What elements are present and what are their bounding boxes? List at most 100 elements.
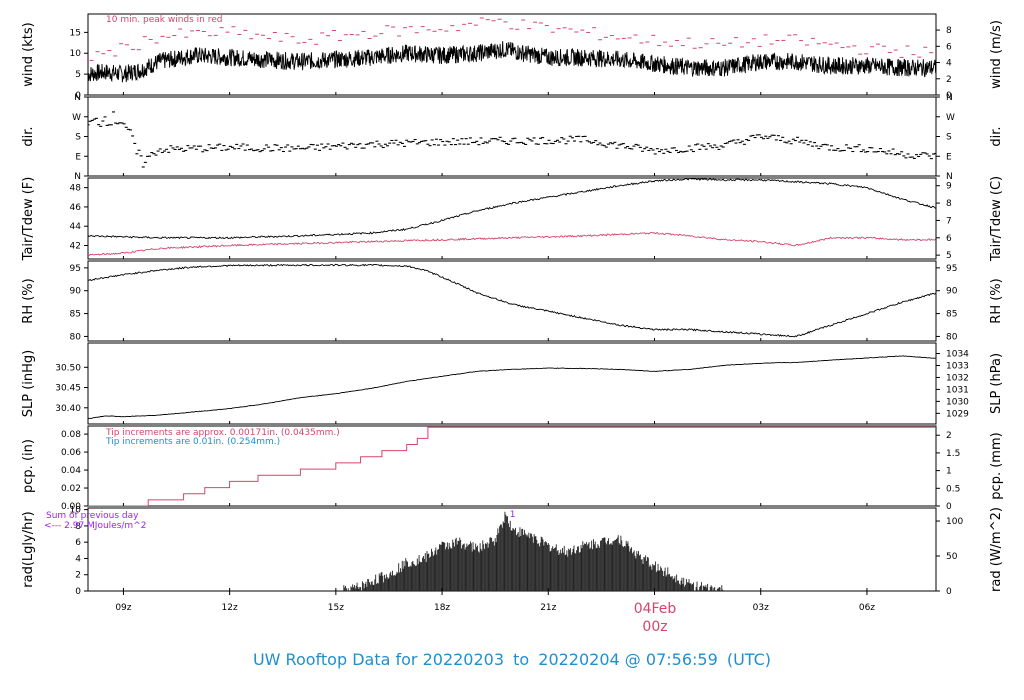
left-tick-label: 44: [70, 222, 82, 232]
left-tick-label: 80: [70, 332, 82, 342]
right-tick-label: 90: [946, 287, 958, 297]
plot-area-rh: [88, 263, 936, 338]
series-precip: [88, 426, 936, 506]
left-tick-label: 6: [75, 538, 81, 548]
right-axis-label: RH (%): [989, 278, 1004, 323]
x-tick-label: 21z: [540, 603, 556, 613]
footer-start: 20220203: [423, 650, 504, 669]
plot-area-rad: [343, 511, 726, 591]
left-tick-label: 42: [70, 242, 81, 252]
panel-frame-slp: [87, 342, 937, 425]
x-tick-label: 15z: [328, 603, 344, 613]
x-axis: 09z 12z 15z 18z 21z 03z 06z: [115, 92, 875, 613]
right-tick-label: 0: [946, 587, 952, 597]
right-tick-label: 1.5: [946, 449, 960, 459]
left-tick-label: 0.08: [61, 430, 81, 440]
plot-area-wind: [88, 17, 936, 83]
midnight-hour-label: 00z: [642, 619, 667, 635]
right-tick-label: 4: [946, 59, 952, 69]
footer-at: @ 07:56:59: [625, 650, 718, 669]
x-tick-label: 09z: [115, 603, 131, 613]
left-axis-label: rad(Lgly/hr): [21, 511, 36, 587]
right-axis-label: wind (m/s): [989, 20, 1004, 89]
right-tick-label: 1033: [946, 361, 969, 371]
left-tick-label: 30.45: [55, 384, 81, 394]
right-tick-label: 100: [946, 517, 963, 527]
left-tick-label: 95: [70, 264, 81, 274]
left-axis-label: wind (kts): [21, 22, 36, 86]
right-tick-label: N: [946, 172, 953, 182]
peak-wind-note: 10 min. peak winds in red: [106, 15, 223, 25]
left-tick-label: 4: [75, 554, 81, 564]
precip-note-red: Tip increments are approx. 0.00171in. (0…: [105, 428, 340, 438]
x-tick-label: 18z: [434, 603, 450, 613]
series-tdew: [88, 231, 936, 257]
left-tick-label: 48: [70, 184, 82, 194]
precip-note-blue: Tip increments are 0.01in. (0.254mm.): [105, 437, 280, 447]
left-tick-label: 30.50: [55, 363, 81, 373]
series-tair: [88, 178, 936, 240]
left-tick-label: 0.06: [61, 448, 81, 458]
left-tick-label: 90: [70, 287, 82, 297]
panel-wind: 0 5 10 15 0 2 4 6 8 wind (kts) wind (m/s) 10 min. p…: [21, 13, 1004, 101]
left-tick-label: 0.00: [61, 502, 81, 512]
right-tick-label: N: [946, 93, 953, 103]
right-tick-label: S: [946, 133, 952, 143]
footer-to: to: [513, 650, 529, 669]
left-tick-label: 0.02: [61, 484, 81, 494]
panel-frame-pcp: [87, 425, 937, 507]
series-direction: [88, 111, 936, 168]
right-tick-label: 7: [946, 216, 952, 226]
footer-prefix: UW Rooftop Data for: [253, 650, 418, 669]
plot-area-temp: [88, 178, 936, 257]
right-axis-label: Tair/Tdew (C): [989, 176, 1004, 262]
left-tick-label: 0: [75, 587, 81, 597]
right-tick-label: 1029: [946, 409, 969, 419]
left-tick-label: 85: [70, 310, 81, 320]
rad-peak-marker: 1: [510, 510, 516, 520]
right-tick-label: 85: [946, 310, 957, 320]
left-axis-label: RH (%): [21, 278, 36, 323]
footer-tz: (UTC): [727, 650, 771, 669]
series-wind: [88, 41, 936, 83]
left-tick-label: N: [74, 172, 81, 182]
right-axis-label: pcp. (mm): [989, 432, 1004, 499]
footer-end: 20220204: [538, 650, 619, 669]
series-slp: [88, 355, 936, 420]
x-tick-label: 12z: [222, 603, 238, 613]
right-tick-label: 0: [946, 502, 952, 512]
series-radiation: [343, 511, 726, 591]
right-tick-label: 50: [946, 552, 958, 562]
left-tick-label: 30.40: [55, 404, 81, 414]
left-tick-label: 8: [75, 522, 81, 532]
right-tick-label: 1034: [946, 350, 969, 360]
plot-area-slp: [88, 355, 936, 420]
right-tick-label: 8: [946, 199, 952, 209]
left-tick-label: 2: [75, 571, 81, 581]
left-tick-label: 0: [75, 91, 81, 101]
left-tick-label: 5: [75, 70, 81, 80]
series-rh: [88, 263, 936, 338]
footer-title: UW Rooftop Data for 20220203 to 20220204…: [253, 650, 771, 669]
right-tick-label: 2: [946, 75, 952, 85]
right-axis-label: rad (W/m^2): [989, 507, 1004, 592]
right-tick-label: 1032: [946, 373, 969, 383]
right-tick-label: 2: [946, 431, 952, 441]
right-tick-label: W: [946, 113, 955, 123]
panel-rh: 80 85 90 95 80 85 90 95 RH (%) RH (%): [21, 260, 1004, 342]
left-tick-label: W: [72, 113, 81, 123]
panel-frame-dir: [87, 96, 937, 177]
left-tick-label: 15: [70, 28, 81, 38]
left-axis-label: Tair/Tdew (F): [21, 177, 36, 262]
right-tick-label: 1: [946, 467, 952, 477]
right-tick-label: 1031: [946, 385, 969, 395]
right-tick-label: 6: [946, 42, 952, 52]
midnight-date-label: 04Feb: [634, 601, 677, 617]
plot-area-pcp: [88, 426, 936, 506]
left-axis-label: pcp. (in): [21, 439, 36, 493]
